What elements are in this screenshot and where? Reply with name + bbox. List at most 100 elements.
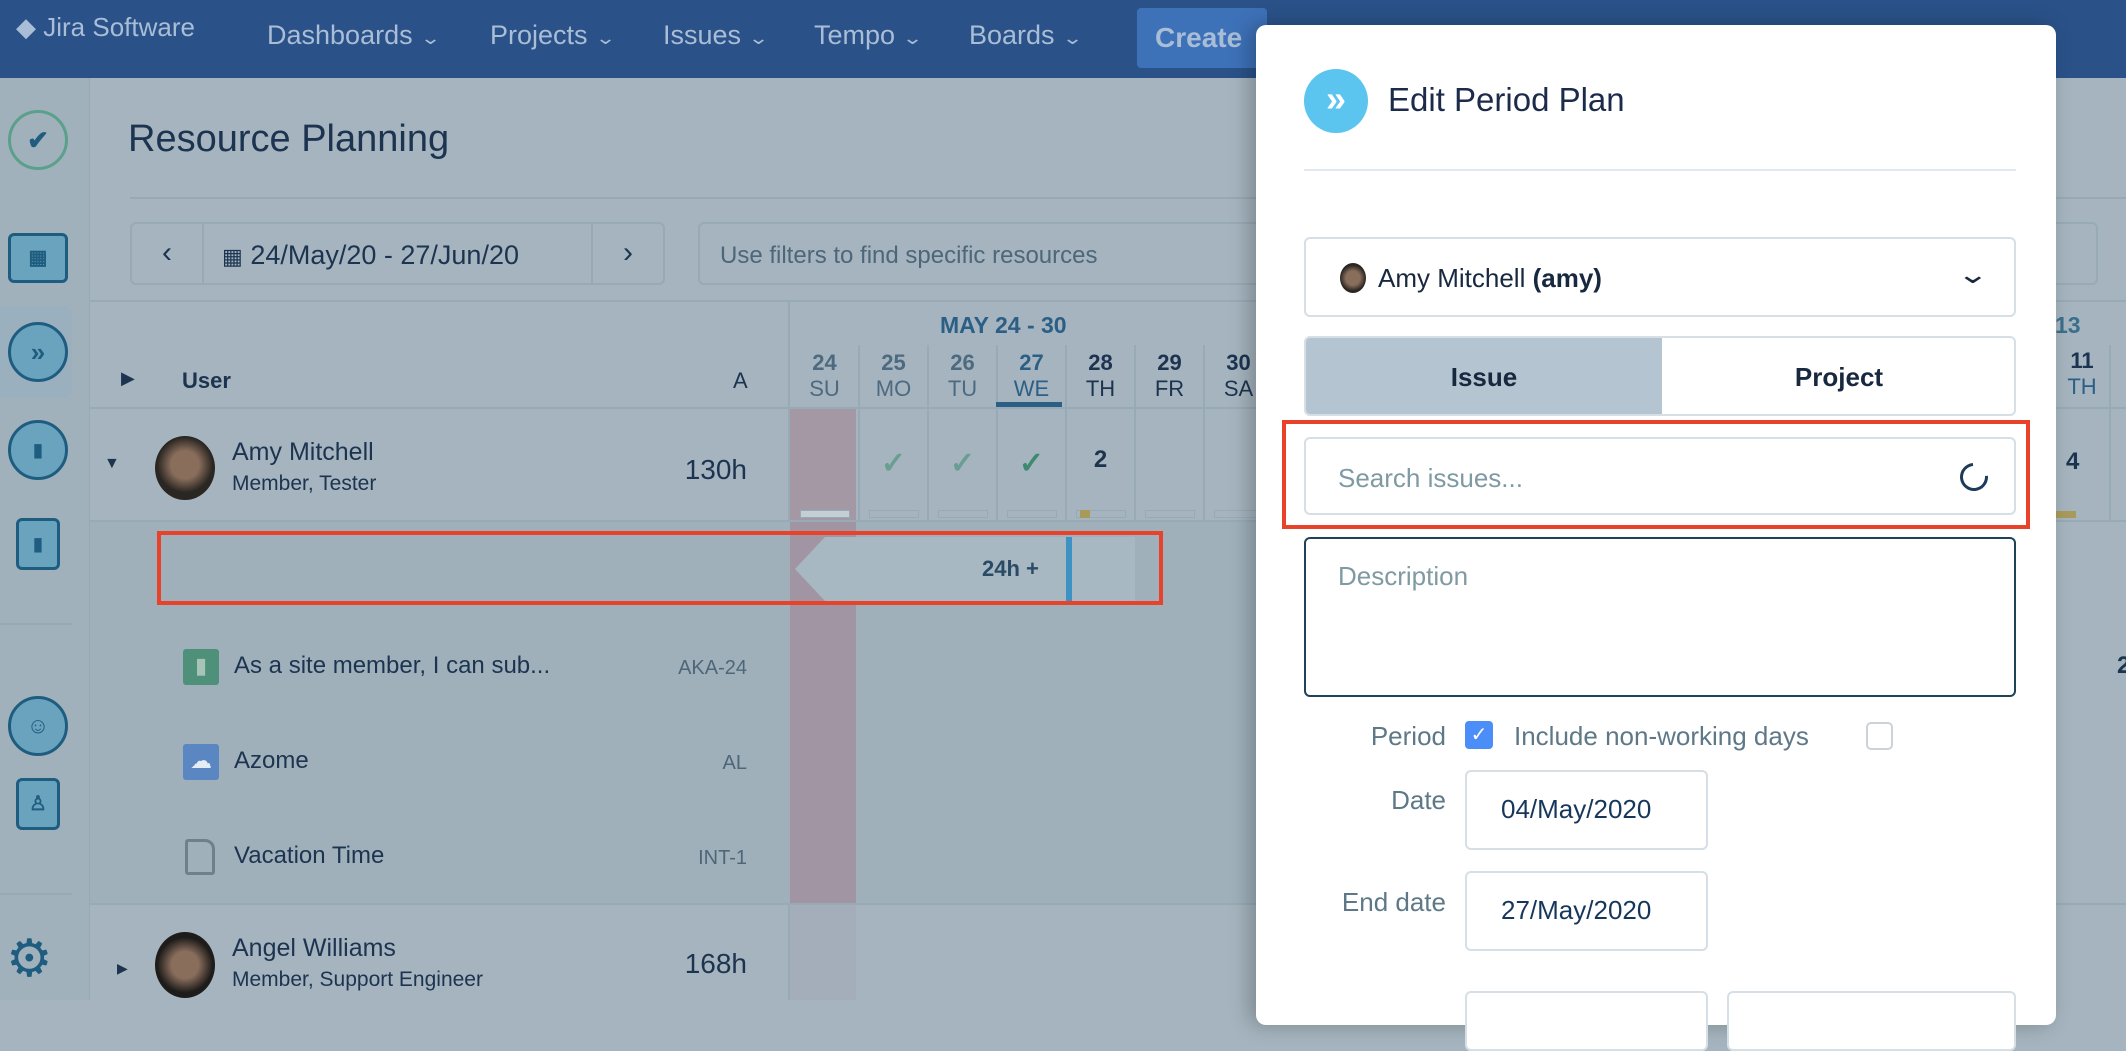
- tab-issue[interactable]: Issue: [1306, 338, 1662, 414]
- day-number: 26: [950, 350, 975, 375]
- nav-boards[interactable]: Boards ⌄: [969, 20, 1083, 51]
- issue-key[interactable]: INT-1: [698, 847, 747, 869]
- nonworking-checkbox[interactable]: [1866, 722, 1893, 750]
- capacity-bar: [1145, 510, 1195, 518]
- nav-projects[interactable]: Projects ⌄: [490, 20, 616, 51]
- plan-bar-label: 24h +: [982, 556, 1039, 581]
- user-role: Member, Support Engineer: [232, 968, 483, 991]
- calendar-icon: ▦: [222, 244, 243, 269]
- tempo-logo-icon[interactable]: ✔: [8, 110, 68, 170]
- issue-key[interactable]: AL: [722, 752, 747, 774]
- day-cell[interactable]: 2: [1093, 446, 1108, 473]
- user-column-header[interactable]: User: [182, 368, 231, 393]
- user-name[interactable]: Angel Williams: [232, 934, 396, 962]
- chevron-down-icon: ⌄: [1956, 259, 1990, 289]
- nav-issues[interactable]: Issues ⌄: [663, 20, 770, 51]
- sunday-column: [790, 905, 856, 1000]
- highlight-box-search: [1282, 420, 2030, 529]
- issue-title[interactable]: As a site member, I can sub...: [234, 652, 551, 679]
- collapse-icon[interactable]: ▼: [104, 455, 120, 472]
- expand-icon[interactable]: ▶: [117, 960, 128, 976]
- end-date-label: End date: [1341, 887, 1446, 917]
- day-cell[interactable]: ✓: [880, 447, 907, 480]
- search-issues-input[interactable]: Search issues...: [1304, 437, 2016, 515]
- next-period-button[interactable]: ›: [591, 224, 663, 283]
- story-icon: ▮: [183, 649, 219, 685]
- day-number: 24: [812, 350, 837, 375]
- bar-chart-icon[interactable]: ▮: [16, 518, 60, 570]
- date-range-text: 24/May/20 - 27/Jun/20: [250, 240, 519, 270]
- tab-project[interactable]: Project: [1794, 362, 1884, 392]
- sidebar-divider: [0, 893, 72, 895]
- calendar-icon[interactable]: ▦: [8, 233, 68, 283]
- user-name[interactable]: Amy Mitchell: [232, 438, 374, 466]
- nav-label: Issues: [663, 20, 742, 50]
- row-line: [90, 903, 2126, 905]
- column-line: [927, 345, 929, 520]
- date-range-picker[interactable]: ▦ 24/May/20 - 27/Jun/20: [222, 240, 519, 271]
- dialog-title: Edit Period Plan: [1388, 81, 1625, 118]
- day-cell[interactable]: ✓: [1018, 447, 1045, 480]
- nav-dashboards[interactable]: Dashboards ⌄: [267, 20, 441, 51]
- issue-cell-value: 2: [2117, 652, 2126, 679]
- logo-text: Jira Software: [43, 12, 195, 42]
- avatar: [155, 932, 215, 998]
- day-name: SA: [1223, 376, 1254, 401]
- issue-title[interactable]: Vacation Time: [234, 842, 385, 869]
- capacity-bar: [800, 510, 850, 518]
- user-role: Member, Tester: [232, 472, 377, 495]
- end-date-input[interactable]: 27/May/2020: [1465, 871, 1708, 951]
- day-number: 11: [2070, 348, 2094, 373]
- nav-tempo[interactable]: Tempo ⌄: [814, 20, 924, 51]
- page-icon: [185, 839, 215, 875]
- previous-period-button[interactable]: ‹: [132, 224, 204, 283]
- day-number: 30: [1226, 350, 1251, 375]
- planner-icon[interactable]: »: [8, 322, 68, 382]
- divider: [130, 197, 2126, 199]
- day-cell[interactable]: ✓: [949, 447, 976, 480]
- day-name: TU: [947, 376, 978, 401]
- column-line: [2109, 345, 2111, 520]
- type-toggle: Issue Project: [1304, 336, 2016, 416]
- description-textarea[interactable]: Description: [1304, 537, 2016, 697]
- date-label: Date: [1391, 785, 1446, 815]
- nav-label: Projects: [490, 20, 588, 50]
- date-input[interactable]: 04/May/2020: [1465, 770, 1708, 850]
- day-name: WE: [1013, 376, 1050, 401]
- capacity-fill: [1080, 510, 1090, 518]
- jira-diamond-icon: ◆: [16, 12, 36, 42]
- period-checkbox[interactable]: ✓: [1465, 721, 1493, 749]
- issue-key[interactable]: AKA-24: [678, 657, 747, 679]
- date-range-navigator: ‹ ▦ 24/May/20 - 27/Jun/20 ›: [130, 222, 665, 285]
- chevron-down-icon: ⌄: [748, 28, 770, 48]
- gear-icon[interactable]: ⚙: [6, 930, 53, 988]
- create-button[interactable]: Create: [1137, 8, 1267, 68]
- user-hours: 130h: [684, 454, 747, 485]
- period-plan-bar[interactable]: [795, 537, 1135, 601]
- capacity-bar: [1076, 510, 1126, 518]
- day-name: FR: [1154, 376, 1185, 401]
- chevron-down-icon: ⌄: [902, 28, 924, 48]
- capacity-bar: [869, 510, 919, 518]
- assignee-select[interactable]: Amy Mitchell (amy) ⌄: [1304, 237, 2016, 317]
- start-time-input[interactable]: [1465, 991, 1708, 1051]
- chevron-down-icon: ⌄: [1061, 28, 1083, 48]
- description-placeholder: Description: [1338, 561, 1469, 591]
- user-icon[interactable]: ♙: [16, 778, 60, 830]
- day-number: 29: [1157, 350, 1182, 375]
- jira-logo[interactable]: ◆ Jira Software: [16, 12, 195, 43]
- teams-icon[interactable]: ☺: [8, 696, 68, 756]
- row-line: [90, 520, 2126, 522]
- a-column-header[interactable]: A: [733, 368, 748, 393]
- highlight-box-plan-row: [157, 531, 1163, 605]
- edit-period-plan-dialog: » Edit Period Plan Amy Mitchell (amy) ⌄ …: [1256, 25, 2056, 1051]
- column-line: [1065, 345, 1067, 520]
- capacity-bar: [1007, 510, 1057, 518]
- nav-label: Boards: [969, 20, 1055, 50]
- expand-all-icon[interactable]: ▶: [121, 368, 135, 388]
- issue-title[interactable]: Azome: [234, 747, 309, 774]
- divider: [1304, 169, 2016, 171]
- reports-icon[interactable]: ▮: [8, 420, 68, 480]
- hours-input[interactable]: [1727, 991, 2016, 1051]
- plan-resize-handle[interactable]: [1066, 537, 1072, 601]
